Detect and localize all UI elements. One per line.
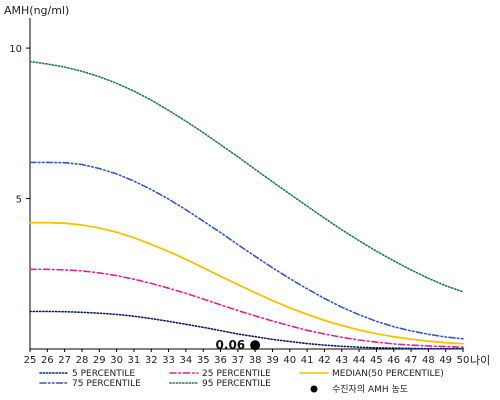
x-tick-label: 28	[76, 355, 89, 366]
x-tick-label: 44	[353, 355, 366, 366]
x-tick-label: 26	[41, 355, 54, 366]
x-tick-label: 32	[145, 355, 158, 366]
x-tick-label: 33	[162, 355, 175, 366]
x-tick-label: 30	[110, 355, 123, 366]
x-tick-label: 38	[249, 355, 262, 366]
marker-group: 0.06	[216, 338, 261, 352]
x-tick-label: 36	[214, 355, 227, 366]
y-axis-title: AMH(ng/ml)	[4, 4, 69, 17]
legend-label: 95 PERCENTILE	[202, 379, 271, 389]
x-tick-label: 48	[422, 355, 435, 366]
series-line	[29, 310, 464, 350]
x-axis-title: 나이	[470, 354, 490, 367]
legend: 5 PERCENTILE 25 PERCENTILE MEDIAN(50 PERCE…	[39, 369, 444, 395]
x-tick-label: 45	[370, 355, 383, 366]
x-tick-label: 35	[197, 355, 210, 366]
y-tick-label: 5	[16, 195, 22, 206]
x-tick-label: 39	[266, 355, 279, 366]
x-ticks: 25 26 27 28 29 30 31 32 33 34 35 36 37 38 39 40 41 42 43 44…	[24, 349, 470, 366]
legend-label: 25 PERCENTILE	[202, 369, 271, 379]
x-tick-label: 34	[180, 355, 193, 366]
legend-label: 5 PERCENTILE	[72, 369, 135, 379]
legend-label: MEDIAN(50 PERCENTILE)	[332, 369, 444, 379]
series-line	[29, 221, 464, 345]
axes	[29, 18, 463, 350]
y-tick-label: 10	[9, 44, 22, 55]
x-tick-label: 40	[283, 355, 296, 366]
x-tick-label: 46	[387, 355, 400, 366]
x-tick-label: 47	[405, 355, 418, 366]
x-tick-label: 37	[231, 355, 244, 366]
x-tick-label: 31	[128, 355, 141, 366]
legend-label: 75 PERCENTILE	[72, 379, 141, 389]
legend-marker-dot	[310, 385, 318, 393]
x-tick-label: 27	[58, 355, 71, 366]
x-tick-label: 49	[439, 355, 452, 366]
x-tick-label: 29	[93, 355, 106, 366]
x-tick-label: 50	[457, 355, 470, 366]
x-tick-label: 42	[318, 355, 331, 366]
series-lines	[29, 60, 464, 350]
series-line	[29, 60, 464, 293]
y-ticks: 5 10	[9, 44, 30, 206]
x-tick-label: 41	[301, 355, 314, 366]
patient-amh-value-label: 0.06	[216, 338, 246, 352]
x-tick-label: 43	[335, 355, 348, 366]
series-line	[29, 268, 464, 348]
patient-amh-marker	[250, 340, 261, 351]
x-tick-label: 25	[24, 355, 37, 366]
legend-label: 수진자의 AMH 농도	[332, 384, 408, 395]
series-line	[29, 161, 464, 340]
